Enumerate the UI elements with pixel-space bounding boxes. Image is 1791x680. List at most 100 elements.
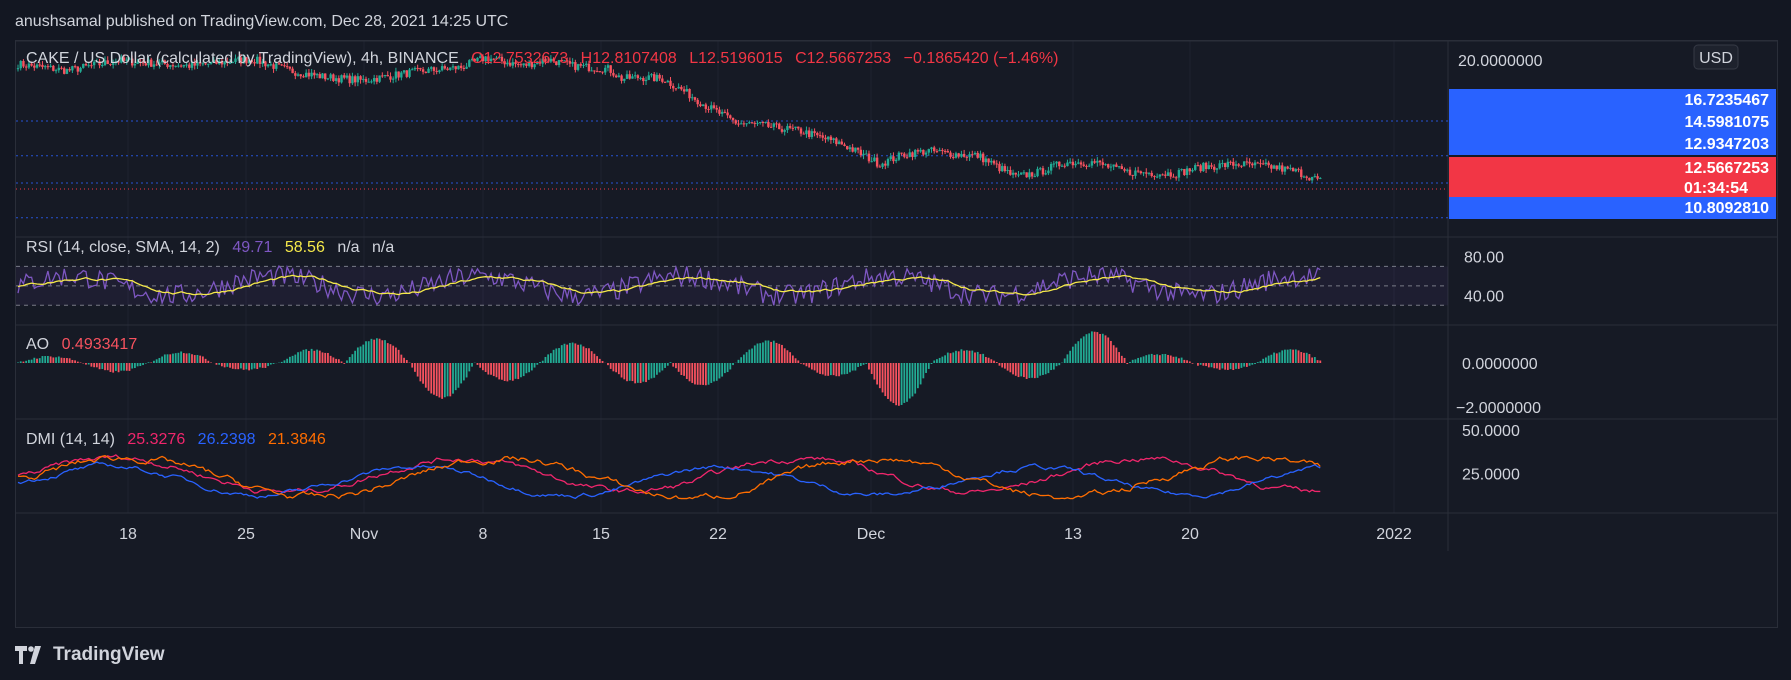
candle-body [84,63,88,66]
candle-body [750,122,754,124]
candle-body [1098,160,1102,163]
candle-body [1074,163,1077,166]
candle-body [35,64,39,68]
candle-body [805,130,808,135]
ao-bar [838,363,840,377]
ao-bar [68,358,71,363]
candle-body [381,75,384,77]
ao-bar [356,347,359,363]
candle-body [862,153,865,156]
candle-body [601,71,604,73]
candle-body [1017,174,1020,176]
ao-bar [865,363,868,364]
candle-body [234,58,237,63]
candle-body [500,56,504,62]
candle-body [133,63,137,66]
ao-bar [1107,337,1110,363]
candle-body [530,61,534,68]
ao-bar [150,362,153,363]
tradingview-logo-icon [15,646,41,664]
ao-bar [650,363,653,379]
candle-body [1109,166,1113,168]
candle-body [1104,164,1107,166]
candle-body [867,153,871,162]
ao-bar [158,357,161,363]
time-axis-label: Dec [857,526,885,543]
ao-bar [541,360,544,363]
candle-body [984,158,988,163]
price-tag [1449,89,1776,111]
candle-body [835,138,838,145]
candle-body [256,56,259,64]
ao-bar [1191,363,1194,364]
candle-body [424,71,428,73]
candle-body [359,76,362,80]
ao-bar [487,363,490,375]
ao-bar [1278,352,1281,363]
candle-body [334,78,338,81]
dmi-adx-line [17,455,1321,500]
candle-body [383,74,387,76]
ao-bar [1085,334,1088,363]
candle-body [1226,161,1230,167]
price-tag [1449,111,1776,133]
ao-bar [63,357,66,363]
candle-body [92,61,96,66]
candle-body [212,59,215,62]
candle-body [1281,165,1284,172]
candle-body [571,62,574,64]
candle-body [726,112,729,116]
candle-body [1248,161,1251,164]
ao-bar [1275,353,1278,363]
chart-svg[interactable]: 20.0000000 16.7235467 14.5981075 12.9347203… [16,41,1777,627]
candle-body [642,78,645,82]
candle-body [114,61,118,64]
ao-bar [1055,363,1058,367]
ao-bar [370,338,373,363]
ao-bar [998,363,1001,366]
countdown-label: 01:34:54 [1684,180,1748,197]
candle-body [215,59,218,64]
ao-bar [36,358,38,363]
ao-bar [1197,363,1199,366]
candle-body [419,67,422,70]
candle-body [916,150,920,152]
candle-body [63,68,66,74]
candle-body [413,67,417,70]
candle-body [1134,170,1137,176]
candle-body [1145,172,1148,174]
candle-body [332,74,335,81]
ao-bar [1091,331,1093,363]
candle-body [250,60,254,63]
candle-body [818,135,822,137]
ao-bar [965,350,968,363]
chart-area[interactable]: 20.0000000 16.7235467 14.5981075 12.9347203… [15,40,1778,628]
candle-body [1139,171,1143,174]
candle-body [41,64,44,67]
ao-bar [653,363,656,378]
candle-body [772,123,776,127]
ao-bar [506,363,509,382]
candle-body [239,57,243,64]
ao-bar [1245,363,1248,367]
candle-body [911,152,914,157]
close-value: C12.5667253 [795,50,891,67]
candle-body [345,75,349,78]
candle-body [351,76,354,84]
ao-bar [528,363,531,373]
candle-body [60,67,63,69]
ao-bar [283,360,286,363]
ao-bar [767,340,770,363]
ao-bar [1205,363,1207,367]
ao-bar [1270,354,1273,363]
currency-button[interactable]: USD [1693,44,1739,70]
candle-body [560,60,563,62]
candle-body [207,63,210,65]
ao-bar [993,360,995,363]
candle-body [24,66,28,68]
candle-body [1063,165,1066,167]
ao-bar [607,363,609,366]
ao-bar [1240,363,1243,368]
time-axis: 18 25 Nov 8 15 22 Dec 13 20 2022 [119,526,1412,543]
candle-body [1242,161,1246,167]
